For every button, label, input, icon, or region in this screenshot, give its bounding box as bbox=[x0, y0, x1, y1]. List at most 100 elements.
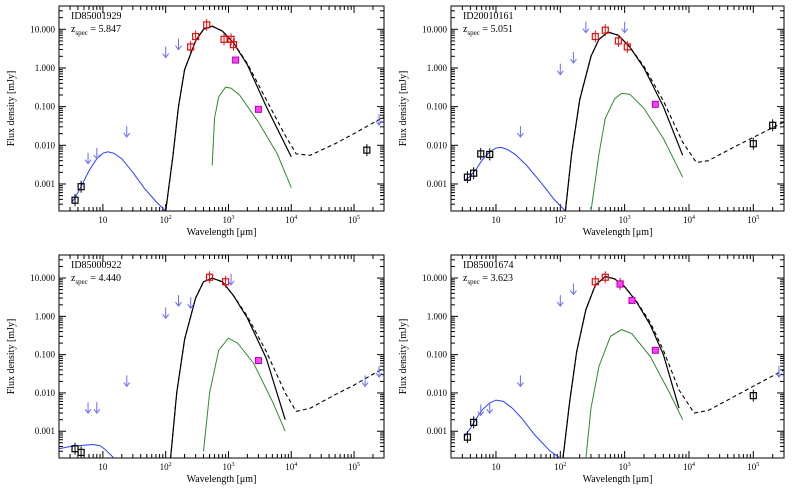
photometry-point-red bbox=[205, 273, 214, 281]
upper-limit-head bbox=[93, 408, 101, 415]
plot-frame bbox=[450, 5, 785, 212]
upper-limit-arrow bbox=[477, 404, 485, 417]
x-tick-label: 102 bbox=[554, 462, 566, 472]
upper-limit-arrow bbox=[162, 46, 170, 59]
y-tick-label: 0.001 bbox=[427, 179, 447, 189]
upper-limit-arrow bbox=[582, 21, 590, 34]
upper-limit-head bbox=[175, 301, 182, 307]
photometry-point-red bbox=[229, 41, 238, 49]
y-axis-title: Flux density [mJy] bbox=[398, 319, 409, 395]
photometry-point-red bbox=[591, 32, 599, 41]
upper-limit-arrow bbox=[517, 126, 524, 138]
sed-curve-black bbox=[165, 25, 292, 211]
data-points bbox=[71, 271, 383, 459]
photometry-point-magenta bbox=[232, 56, 240, 64]
y-tick-label: 10.000 bbox=[422, 24, 447, 34]
sed-curve-black bbox=[564, 31, 684, 211]
y-tick-label: 1.000 bbox=[35, 311, 56, 321]
photometry-point-red bbox=[591, 278, 599, 286]
x-axis-title: Wavelength [μm] bbox=[187, 227, 257, 238]
x-tick-label: 104 bbox=[683, 215, 695, 225]
y-tick-label: 10.000 bbox=[30, 273, 55, 283]
agn-curve-blue bbox=[59, 443, 115, 458]
y-axis-title: Flux density [mJy] bbox=[6, 319, 17, 395]
axis-ticks bbox=[450, 5, 785, 212]
sed-curve-black bbox=[562, 275, 680, 458]
y-tick-label: 0.001 bbox=[35, 179, 55, 189]
x-tick-label: 105 bbox=[348, 462, 360, 472]
upper-limit-head bbox=[582, 28, 590, 34]
x-tick-label: 104 bbox=[285, 462, 297, 472]
photometry-point-red bbox=[623, 43, 631, 51]
photometry-point-black bbox=[363, 146, 371, 154]
upper-limit-arrow bbox=[187, 297, 195, 310]
photometry-point-red bbox=[220, 35, 228, 43]
upper-limit-arrow bbox=[517, 375, 524, 388]
upper-limit-arrow bbox=[175, 295, 182, 307]
x-tick-label: 105 bbox=[747, 215, 759, 225]
object-id-label: ID20010161 bbox=[463, 11, 514, 22]
data-points bbox=[463, 21, 777, 184]
upper-limit-head bbox=[93, 154, 101, 160]
y-tick-label: 0.010 bbox=[427, 388, 448, 398]
upper-limit-arrow bbox=[570, 52, 577, 64]
y-tick-label: 0.100 bbox=[427, 350, 448, 360]
upper-limit-arrow bbox=[123, 126, 131, 138]
upper-limit-head bbox=[486, 408, 494, 415]
upper-limit-arrow bbox=[570, 283, 577, 296]
y-tick-label: 0.100 bbox=[35, 350, 56, 360]
upper-limit-head bbox=[123, 132, 131, 138]
redshift-label: zspec = 3.623 bbox=[463, 273, 513, 286]
axis-ticks bbox=[450, 254, 785, 459]
total-curve-dashed bbox=[170, 277, 384, 458]
upper-limit-arrow bbox=[375, 366, 383, 378]
plot-frame bbox=[58, 5, 385, 212]
upper-limit-arrow bbox=[84, 402, 92, 415]
y-tick-label: 0.100 bbox=[427, 102, 448, 112]
y-tick-label: 0.100 bbox=[35, 102, 56, 112]
upper-limit-arrow bbox=[486, 402, 494, 415]
photometry-point-magenta bbox=[651, 346, 659, 354]
x-tick-label: 104 bbox=[285, 215, 297, 225]
upper-limit-head bbox=[570, 290, 577, 296]
upper-limit-head bbox=[775, 372, 783, 378]
total-curve-dashed bbox=[562, 275, 784, 458]
photometry-point-black bbox=[71, 445, 79, 453]
photometry-point-black bbox=[463, 433, 472, 441]
upper-limit-head bbox=[162, 314, 170, 320]
object-id-label: ID85000922 bbox=[71, 260, 122, 271]
x-tick-label: 103 bbox=[222, 462, 234, 472]
x-tick-label: 103 bbox=[619, 462, 631, 472]
upper-limit-head bbox=[361, 382, 369, 388]
upper-limit-head bbox=[175, 45, 182, 51]
x-tick-label: 103 bbox=[619, 215, 631, 225]
photometry-point-black bbox=[486, 150, 494, 159]
y-axis-title: Flux density [mJy] bbox=[6, 71, 17, 147]
y-tick-label: 0.001 bbox=[427, 426, 447, 436]
upper-limit-head bbox=[187, 303, 195, 310]
upper-limit-arrow bbox=[175, 38, 182, 51]
y-tick-label: 0.001 bbox=[35, 426, 55, 436]
upper-limit-arrow bbox=[775, 366, 783, 378]
upper-limit-head bbox=[227, 280, 235, 286]
photometry-point-black bbox=[769, 121, 777, 129]
y-axis-title: Flux density [mJy] bbox=[398, 71, 409, 147]
upper-limit-arrow bbox=[227, 273, 235, 286]
axis-ticks bbox=[58, 254, 385, 459]
photometry-point-red bbox=[601, 26, 609, 34]
x-tick-label: 10 bbox=[98, 462, 108, 472]
upper-limit-arrow bbox=[93, 147, 101, 160]
upper-limit-head bbox=[375, 372, 383, 378]
photometry-point-red bbox=[614, 37, 623, 45]
upper-limit-arrow bbox=[361, 375, 369, 388]
x-tick-label: 102 bbox=[554, 215, 566, 225]
x-tick-label: 102 bbox=[160, 215, 172, 225]
photometry-point-magenta bbox=[254, 357, 262, 365]
y-tick-label: 10.000 bbox=[30, 24, 55, 34]
plot-frame bbox=[58, 254, 385, 459]
x-tick-label: 105 bbox=[348, 215, 360, 225]
upper-limit-head bbox=[84, 408, 92, 415]
photometry-point-black bbox=[470, 418, 478, 427]
agn-curve-blue bbox=[71, 151, 167, 211]
upper-limit-arrow bbox=[84, 152, 92, 165]
